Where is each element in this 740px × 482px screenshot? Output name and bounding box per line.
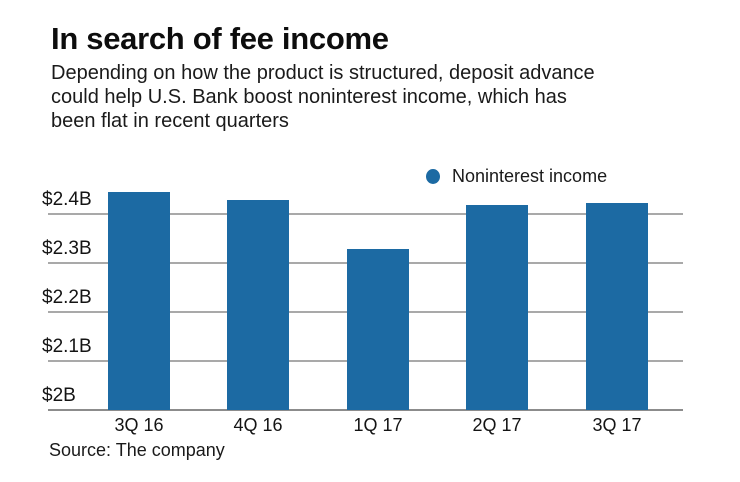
legend: Noninterest income <box>426 166 607 186</box>
legend-dot-icon <box>426 168 440 184</box>
bar-1q-17 <box>347 249 409 410</box>
y-tick-label--2-3b: $2.3B <box>42 238 92 259</box>
chart-subtitle: Depending on how the product is structur… <box>51 61 595 133</box>
y-tick-label--2-4b: $2.4B <box>42 189 92 210</box>
x-tick-label-2q-17: 2Q 17 <box>472 415 522 435</box>
x-tick-label-3q-16: 3Q 16 <box>114 415 164 435</box>
x-tick-label-1q-17: 1Q 17 <box>353 415 403 435</box>
bar-3q-16 <box>108 192 170 410</box>
legend-label: Noninterest income <box>452 165 608 186</box>
source-note: Source: The company <box>49 440 225 460</box>
gridline--2-4b <box>48 213 683 215</box>
bar-2q-17 <box>466 205 528 410</box>
subtitle-line-2: could help U.S. Bank boost noninterest i… <box>51 86 567 108</box>
subtitle-line-1: Depending on how the product is structur… <box>51 62 595 84</box>
y-tick-label--2-2b: $2.2B <box>42 287 92 308</box>
x-axis-line <box>48 409 683 411</box>
bar-3q-17 <box>586 203 648 410</box>
x-tick-label-3q-17: 3Q 17 <box>592 415 642 435</box>
bar-4q-16 <box>227 200 289 410</box>
y-tick-label--2-1b: $2.1B <box>42 336 92 357</box>
chart-title: In search of fee income <box>51 21 389 56</box>
y-tick-label--2b: $2B <box>42 385 76 406</box>
subtitle-line-3: been flat in recent quarters <box>51 110 289 132</box>
x-tick-label-4q-16: 4Q 16 <box>233 415 283 435</box>
